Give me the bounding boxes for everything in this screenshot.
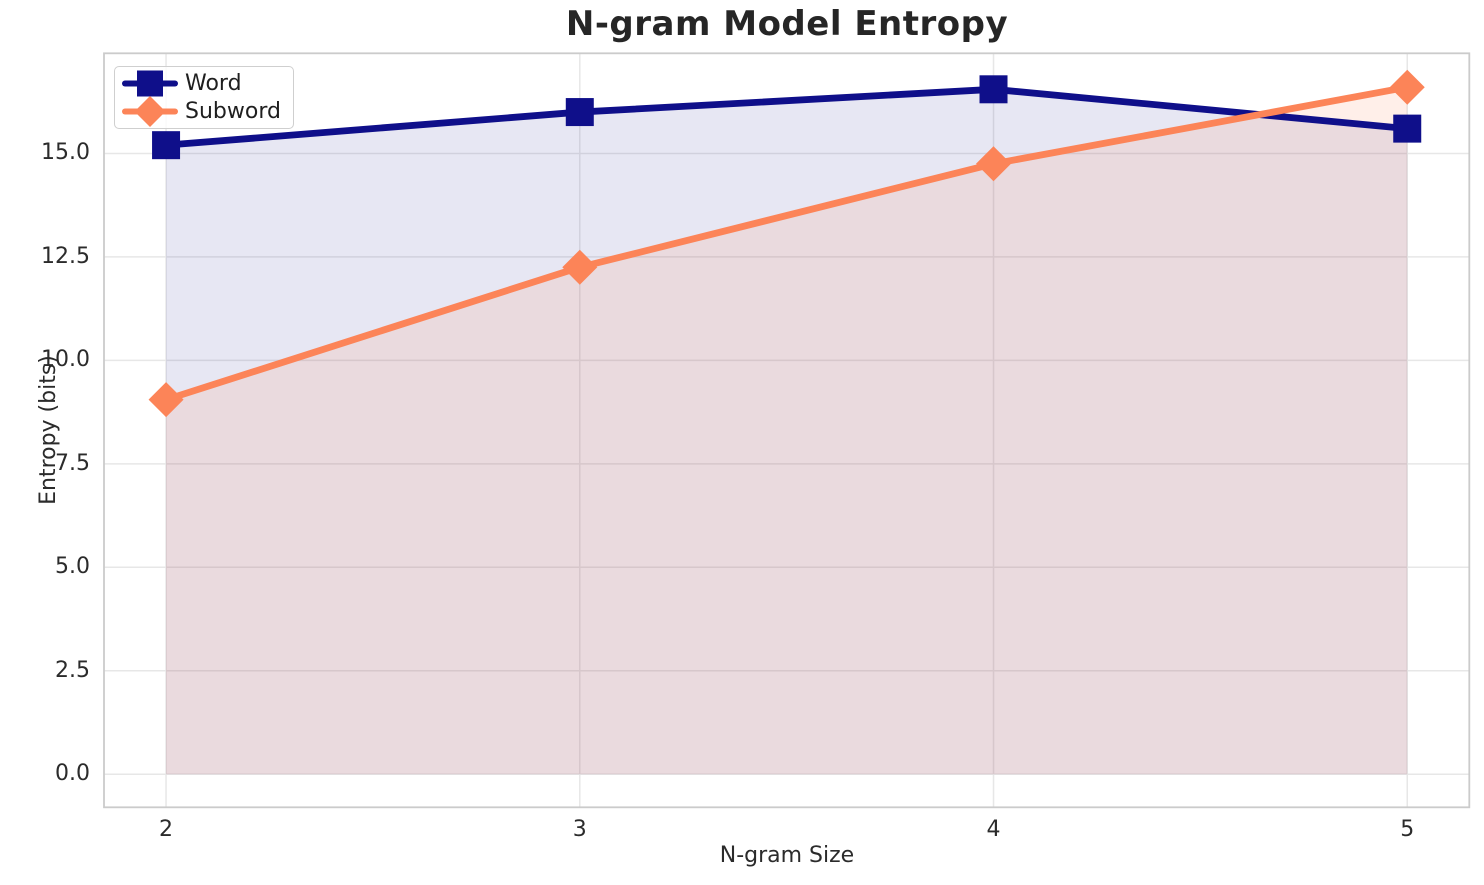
x-tick-label: 4 (986, 817, 1001, 842)
word-marker (565, 98, 594, 127)
y-tick-label: 12.5 (41, 243, 90, 269)
y-axis-label: Entropy (bits) (36, 355, 61, 505)
subword-marker (148, 382, 184, 418)
legend-label-word: Word (185, 71, 242, 96)
y-tick-label: 10.0 (41, 347, 90, 373)
legend-item-word: Word (122, 70, 281, 97)
subword-marker (562, 249, 598, 285)
subword-line-marker-icon (122, 96, 178, 127)
x-axis-label: N-gram Size (719, 843, 855, 868)
subword-area-fill (166, 87, 1408, 775)
legend: Word Subword (114, 66, 294, 129)
word-marker (152, 131, 181, 160)
word-area-fill (166, 89, 1408, 775)
chart-title: N-gram Model Entropy (565, 4, 1009, 44)
x-tick-label: 5 (1400, 817, 1415, 842)
subword-line (162, 83, 1411, 404)
word-line (162, 85, 1411, 149)
word-marker (979, 75, 1008, 104)
x-tick-label: 3 (572, 817, 587, 842)
y-tick-label: 15.0 (41, 140, 90, 166)
word-marker (1393, 114, 1422, 143)
legend-label-subword: Subword (185, 99, 281, 124)
y-tick-label: 5.0 (55, 554, 90, 580)
x-tick-label: 2 (159, 817, 174, 842)
word-line-marker-icon (122, 70, 178, 97)
subword-marker (976, 146, 1012, 182)
subword-marker (1389, 69, 1425, 105)
plot-border (103, 52, 1471, 809)
legend-item-subword: Subword (122, 96, 281, 127)
y-tick-label: 7.5 (55, 450, 90, 476)
y-tick-label: 0.0 (55, 761, 90, 787)
y-tick-label: 2.5 (55, 657, 90, 683)
